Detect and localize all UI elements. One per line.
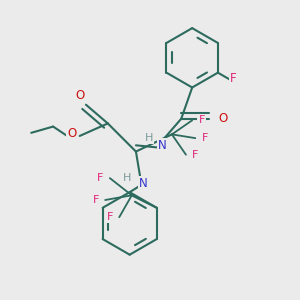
Text: F: F bbox=[107, 212, 113, 222]
Text: O: O bbox=[76, 89, 85, 102]
Text: O: O bbox=[218, 112, 227, 125]
Text: F: F bbox=[230, 72, 236, 85]
Text: F: F bbox=[97, 173, 104, 183]
Text: N: N bbox=[140, 177, 148, 190]
Text: F: F bbox=[198, 115, 205, 125]
Text: O: O bbox=[67, 127, 76, 140]
Text: N: N bbox=[158, 140, 167, 152]
Text: F: F bbox=[93, 195, 99, 205]
Text: F: F bbox=[192, 150, 199, 160]
Text: F: F bbox=[202, 133, 208, 143]
Text: H: H bbox=[123, 173, 132, 183]
Text: H: H bbox=[145, 134, 153, 143]
